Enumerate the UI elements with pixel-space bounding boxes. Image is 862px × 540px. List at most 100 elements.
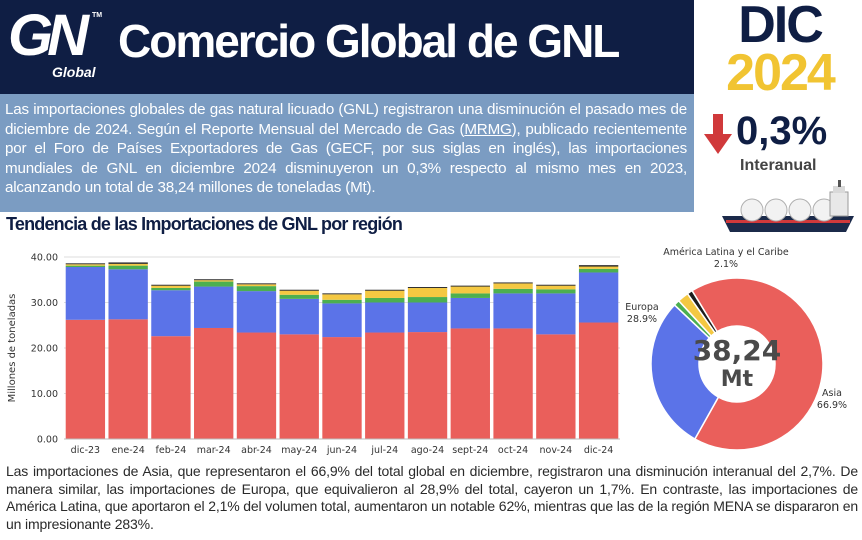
bar-segment	[279, 290, 319, 295]
bar-segment	[578, 266, 619, 269]
x-tick-label: abr-24	[241, 445, 272, 456]
donut-center-value: 38,24	[693, 334, 782, 367]
x-tick-label: oct-24	[498, 445, 528, 456]
kpi-change-value: 0,3%	[736, 109, 828, 153]
bar-segment	[322, 299, 362, 304]
gnl-global-logo: GN TM Global	[8, 6, 103, 82]
bar-segment	[407, 302, 448, 333]
donut-label-name: Europa	[625, 302, 658, 313]
intro-text-1: Las importaciones globales de gas natura…	[5, 101, 687, 138]
bar-segment	[322, 293, 362, 295]
bar-segment	[365, 302, 405, 333]
bar-segment	[578, 268, 619, 273]
bar-segment	[236, 284, 277, 287]
x-tick-label: jun-24	[326, 445, 357, 456]
lng-tanker-icon	[718, 180, 858, 238]
bar-segment	[236, 291, 277, 333]
bar-segment	[450, 328, 490, 439]
kpi-year: 2024	[726, 44, 836, 102]
intro-text-2: ), publicado recientemente por el Foro d…	[5, 120, 688, 197]
logo-subtitle: Global	[52, 64, 96, 80]
bar-segment	[407, 287, 448, 288]
bar-segment	[236, 286, 277, 292]
bar-segment	[493, 282, 533, 284]
bar-segment	[450, 286, 490, 294]
header-banner: GN TM Global Comercio Global de GNL	[0, 0, 694, 94]
bar-segment	[365, 297, 405, 303]
bar-segment	[493, 283, 533, 289]
donut-center-unit: Mt	[721, 367, 754, 392]
bar-segment	[108, 265, 148, 270]
bar-segment	[65, 267, 106, 320]
bar-segment	[194, 327, 234, 439]
donut-label-value: 66.9%	[817, 400, 847, 411]
y-tick-label: 20.00	[31, 344, 58, 355]
y-tick-label: 0.00	[37, 435, 58, 446]
donut-slice	[686, 289, 719, 334]
bar-segment	[322, 337, 362, 439]
bar-segment	[65, 264, 106, 266]
bar-segment	[108, 263, 148, 266]
bar-segment	[493, 288, 533, 294]
bar-segment	[578, 322, 619, 439]
logo-trademark: TM	[92, 12, 103, 19]
bar-segment	[493, 293, 533, 329]
bar-segment	[365, 332, 405, 439]
bar-segment	[407, 297, 448, 303]
bar-segment	[536, 285, 576, 290]
x-tick-label: ene-24	[112, 445, 145, 456]
bar-segment	[151, 285, 191, 288]
y-tick-label: 30.00	[31, 298, 58, 309]
donut-label-name: América Latina y el Caribe	[663, 247, 789, 258]
footer-paragraph: Las importaciones de Asia, que represent…	[6, 463, 858, 532]
donut-label-value: 28.9%	[627, 314, 657, 325]
kpi-change-label: Interanual	[740, 157, 817, 174]
mrmg-link[interactable]: MRMG	[464, 120, 512, 138]
bar-segment	[151, 290, 191, 337]
y-tick-label: 10.00	[31, 389, 58, 400]
bar-segment	[536, 293, 576, 335]
bar-segment	[322, 294, 362, 300]
donut-label-name: Asia	[822, 388, 842, 399]
bar-segment	[236, 283, 277, 285]
bar-segment	[407, 332, 448, 439]
donut-label-value: 2.1%	[714, 259, 738, 270]
bar-segment	[536, 284, 576, 286]
bar-segment	[151, 284, 191, 286]
x-tick-label: dic-24	[584, 445, 613, 456]
intro-paragraph: Las importaciones globales de gas natura…	[0, 94, 694, 212]
y-axis-label: Millones de toneladas	[7, 294, 18, 403]
x-tick-label: ago-24	[411, 445, 444, 456]
bar-segment	[493, 328, 533, 439]
bar-segment	[279, 289, 319, 291]
bar-segment	[194, 286, 234, 328]
bar-segment	[450, 293, 490, 298]
bar-segment	[322, 303, 362, 338]
donut-slice	[650, 303, 720, 440]
bar-segment	[65, 319, 106, 439]
bar-segment	[194, 279, 234, 281]
bar-segment	[365, 289, 405, 291]
bar-segment	[279, 294, 319, 299]
bar-segment	[151, 287, 191, 291]
x-tick-label: jul-24	[370, 445, 398, 456]
bar-segment	[151, 336, 191, 439]
kpi-month: DIC	[738, 0, 824, 54]
bar-segment	[578, 272, 619, 323]
bar-segment	[450, 285, 490, 287]
donut-slice	[691, 277, 824, 451]
bar-segment	[279, 298, 319, 335]
bar-segment	[365, 290, 405, 298]
y-tick-label: 40.00	[31, 253, 58, 264]
section-title: Tendencia de las Importaciones de GNL po…	[6, 214, 403, 234]
x-tick-label: dic-23	[71, 445, 100, 456]
bar-segment	[236, 332, 277, 439]
imports-bar-chart: 0.00 10.00 20.00 30.00 40.00 Millones de tone…	[7, 253, 620, 456]
bar-segment	[279, 334, 319, 439]
x-tick-label: may-24	[281, 445, 317, 456]
bar-segment	[108, 319, 148, 439]
x-tick-label: feb-24	[156, 445, 187, 456]
bar-segment	[407, 287, 448, 298]
